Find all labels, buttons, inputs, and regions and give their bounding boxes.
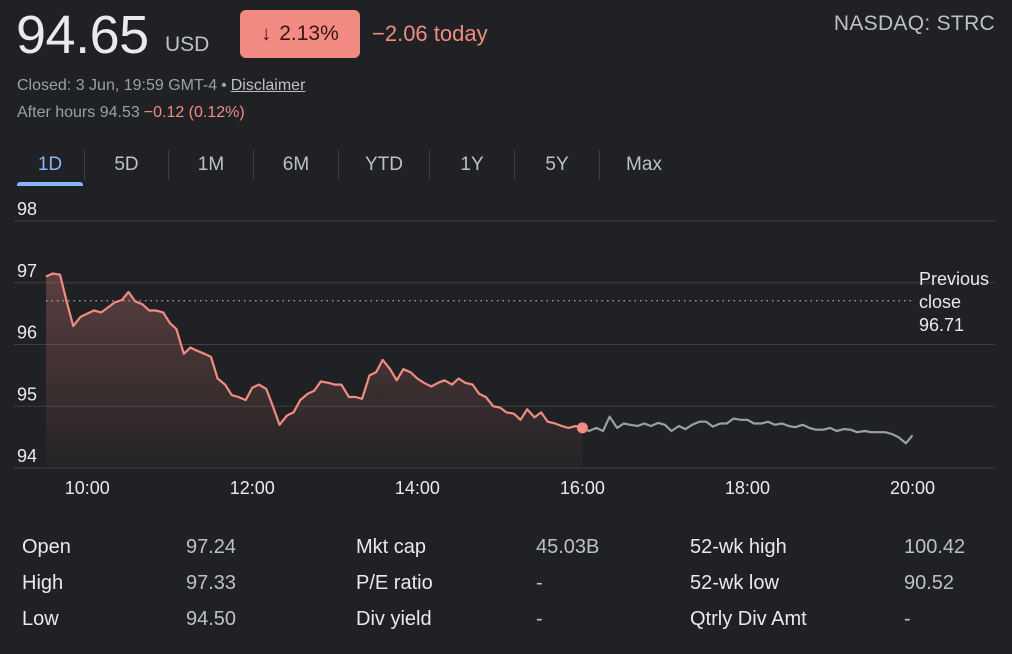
closed-info: Closed: 3 Jun, 19:59 GMT-4 • Disclaimer: [17, 77, 305, 95]
stat-pe-label: P/E ratio: [356, 572, 433, 594]
closed-text: Closed: 3 Jun, 19:59 GMT-4: [17, 77, 218, 94]
tab-1y[interactable]: 1Y: [460, 154, 484, 175]
exchange-ticker[interactable]: NASDAQ: STRC: [833, 12, 995, 35]
previous-close-label: Previous: [919, 269, 989, 289]
x-tick-label: 12:00: [230, 478, 275, 498]
stat-qtrly-div-value: -: [904, 608, 911, 630]
change-today: −2.06 today: [372, 21, 488, 46]
arrow-down-icon: ↓: [261, 22, 272, 45]
stat-low-value: 94.50: [186, 608, 237, 630]
x-tick-label: 16:00: [560, 478, 605, 498]
tab-divider: [599, 150, 600, 180]
stat-high-label: High: [22, 572, 64, 594]
tab-max[interactable]: Max: [626, 154, 662, 175]
tab-5d[interactable]: 5D: [114, 154, 139, 175]
disclaimer-link[interactable]: Disclaimer: [230, 77, 306, 94]
after-hours-line: [581, 415, 914, 445]
tab-ytd[interactable]: YTD: [365, 154, 403, 175]
tab-divider: [253, 150, 254, 180]
after-hours-change: −0.12 (0.12%): [143, 104, 245, 121]
chart-labels: 98 97 96 95 94 10:00 12:00 14:00 16:00 18:00 20:00…: [17, 200, 989, 498]
tab-1m[interactable]: 1M: [197, 154, 225, 175]
x-tick-label: 20:00: [890, 478, 935, 498]
x-tick-label: 18:00: [725, 478, 770, 498]
stat-mktcap-value: 45.03B: [536, 536, 600, 558]
tab-divider: [84, 150, 85, 180]
currency-label: USD: [165, 33, 210, 56]
stat-52wk-high-label: 52-wk high: [690, 536, 787, 558]
close-marker: [576, 422, 588, 434]
tab-divider: [514, 150, 515, 180]
x-tick-label: 10:00: [65, 478, 110, 498]
stat-open-label: Open: [22, 536, 71, 558]
chart-lines: [45, 272, 914, 445]
price-chart[interactable]: 98 97 96 95 94 10:00 12:00 14:00 16:00 18:00 20:00…: [0, 200, 1012, 510]
y-tick-label: 94: [17, 446, 37, 466]
after-hours-label: After hours 94.53: [17, 104, 140, 121]
stat-divyield-label: Div yield: [356, 608, 432, 630]
y-tick-label: 98: [17, 200, 37, 219]
separator-dot: •: [221, 77, 227, 94]
change-percent: 2.13%: [279, 22, 339, 45]
tab-divider: [429, 150, 430, 180]
stat-mktcap-label: Mkt cap: [356, 536, 427, 558]
tab-1d[interactable]: 1D: [17, 146, 83, 186]
after-hours-info: After hours 94.53 −0.12 (0.12%): [17, 104, 245, 122]
tab-6m[interactable]: 6M: [282, 154, 310, 175]
previous-close-label: 96.71: [919, 315, 964, 335]
stat-52wk-low-label: 52-wk low: [690, 572, 779, 594]
stat-high-value: 97.33: [186, 572, 237, 594]
y-tick-label: 96: [17, 323, 37, 343]
stat-52wk-high-value: 100.42: [904, 536, 966, 558]
y-tick-label: 97: [17, 261, 37, 281]
chart-area: [46, 273, 583, 468]
regular-session-area: [46, 273, 583, 468]
y-tick-label: 95: [17, 384, 37, 404]
change-badge: ↓ 2.13%: [240, 10, 360, 58]
key-stats: Open 97.24 High 97.33 Low 94.50 Mkt cap …: [0, 528, 1012, 638]
stat-pe-value: -: [536, 572, 543, 594]
regular-session-line: [45, 272, 583, 429]
stat-52wk-low-value: 90.52: [904, 572, 955, 594]
stat-low-label: Low: [22, 608, 59, 630]
previous-close-label: close: [919, 292, 961, 312]
x-tick-label: 14:00: [395, 478, 440, 498]
tab-divider: [168, 150, 169, 180]
tab-5y[interactable]: 5Y: [545, 154, 569, 175]
range-tabs: 1D 5D 1M 6M YTD 1Y 5Y Max: [0, 146, 700, 186]
price-value: 94.65: [16, 5, 149, 65]
stat-open-value: 97.24: [186, 536, 237, 558]
tab-divider: [338, 150, 339, 180]
stat-qtrly-div-label: Qtrly Div Amt: [690, 608, 807, 630]
stat-divyield-value: -: [536, 608, 543, 630]
